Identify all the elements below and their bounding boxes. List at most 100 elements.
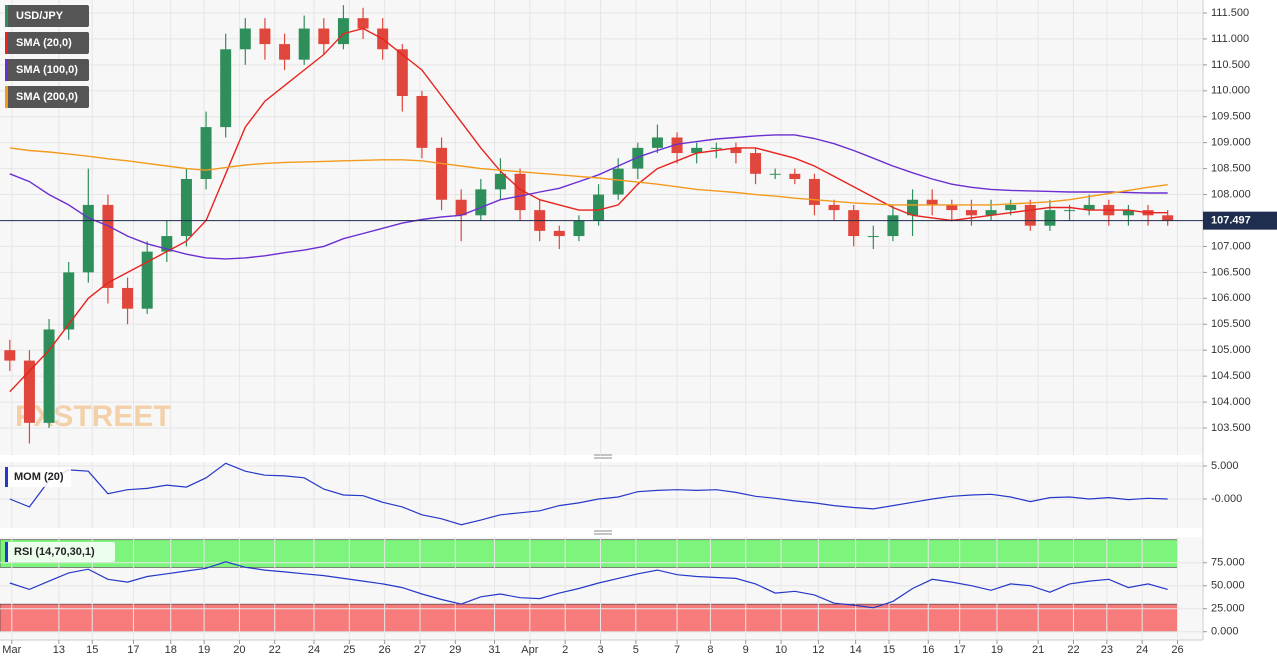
candle-body (789, 173, 801, 179)
candle-body (965, 210, 977, 216)
legend-swatch (5, 5, 8, 27)
x-tick-label: 14 (850, 644, 862, 656)
legend-item[interactable]: SMA (20,0) (5, 32, 89, 54)
candle-body (926, 199, 938, 205)
x-tick-label: 18 (165, 644, 177, 656)
candle-body (180, 178, 192, 237)
legend-label: SMA (200,0) (16, 91, 78, 103)
candle-body (573, 220, 585, 237)
x-tick-label: Mar (2, 644, 21, 656)
y-tick-label: 106.000 (1211, 292, 1251, 304)
y-tick-label: 104.500 (1211, 370, 1251, 382)
candle-body (43, 329, 55, 423)
candle-body (436, 147, 448, 200)
candle-body (808, 178, 820, 205)
candle-body (1024, 204, 1036, 226)
x-tick-label: 20 (233, 644, 245, 656)
x-tick-label: 31 (488, 644, 500, 656)
y-tick-label: 109.500 (1211, 111, 1251, 123)
candle-body (1064, 210, 1076, 212)
y-tick-label: 105.500 (1211, 318, 1251, 330)
x-tick-label: 15 (86, 644, 98, 656)
panel-handle[interactable] (594, 530, 612, 535)
sma-line (9, 27, 1168, 393)
candle-body (1122, 210, 1134, 216)
candle-body (1044, 210, 1056, 226)
mom-panel (0, 462, 1203, 528)
candle-body (1005, 204, 1017, 211)
candle-body (514, 173, 526, 211)
candle-body (102, 204, 114, 288)
candle-body (494, 173, 506, 190)
candle-body (23, 360, 35, 423)
x-tick-label: 17 (954, 644, 966, 656)
candle-body (337, 18, 349, 45)
candle-body (612, 168, 624, 195)
candle-body (357, 18, 369, 29)
candle-body (200, 127, 212, 179)
candle-body (769, 173, 781, 175)
last-price-box (1203, 211, 1277, 230)
candle-body (632, 147, 644, 169)
legend-swatch (5, 467, 8, 487)
candle-body (553, 230, 565, 237)
candle-body (730, 147, 742, 154)
y-tick-label: 107.000 (1211, 240, 1251, 252)
indicator-line (9, 561, 1168, 609)
candle-body (259, 28, 271, 45)
x-tick-label: 12 (812, 644, 824, 656)
candle-body (396, 49, 408, 96)
candle-body (828, 204, 840, 211)
legend-item[interactable]: SMA (200,0) (5, 86, 89, 108)
legend-swatch (5, 32, 8, 54)
y-tick-label: 25.000 (1211, 603, 1245, 615)
y-tick-label: 0.000 (1211, 626, 1239, 638)
y-tick-label: 111.500 (1211, 7, 1249, 19)
y-tick-label: 5.000 (1211, 460, 1239, 472)
x-tick-label: 24 (308, 644, 320, 656)
candle-body (710, 147, 722, 149)
candle-body (475, 189, 487, 216)
candle-body (279, 44, 291, 60)
candle-body (455, 199, 467, 216)
panel-handle[interactable] (594, 454, 612, 459)
y-tick-label: 103.500 (1211, 422, 1251, 434)
y-tick-label: 50.000 (1211, 580, 1245, 592)
x-tick-label: Apr (521, 644, 538, 656)
x-tick-label: 9 (743, 644, 749, 656)
y-tick-label: 108.000 (1211, 188, 1251, 200)
candle-body (750, 153, 762, 174)
x-tick-label: 23 (1101, 644, 1113, 656)
y-tick-label: 104.000 (1211, 396, 1251, 408)
candle-body (593, 194, 605, 221)
x-tick-label: 22 (269, 644, 281, 656)
indicator-legend[interactable]: RSI (14,70,30,1) (5, 542, 115, 562)
candle-body (161, 236, 173, 252)
legend-item[interactable]: USD/JPY (5, 5, 89, 27)
legend-box (5, 467, 71, 487)
x-tick-label: 10 (775, 644, 787, 656)
y-tick-label: -0.000 (1211, 493, 1242, 505)
candle-body (239, 28, 251, 50)
y-tick-label: 109.000 (1211, 137, 1251, 149)
candle-body (691, 147, 703, 154)
legend-label: RSI (14,70,30,1) (14, 546, 95, 558)
legend-label: SMA (100,0) (16, 64, 78, 76)
y-tick-label: 75.000 (1211, 557, 1245, 569)
indicator-legend[interactable]: MOM (20) (5, 467, 71, 487)
sma-line (9, 147, 1168, 206)
x-tick-label: 22 (1067, 644, 1079, 656)
candle-body (220, 49, 232, 128)
legend-item[interactable]: SMA (100,0) (5, 59, 89, 81)
candle-body (82, 204, 94, 273)
x-tick-label: 26 (379, 644, 391, 656)
y-tick-label: 105.000 (1211, 344, 1251, 356)
candle-body (122, 287, 134, 309)
legend-label: MOM (20) (14, 471, 64, 483)
legend-box (5, 542, 115, 562)
x-tick-label: 19 (198, 644, 210, 656)
last-price-label: 107.497 (1211, 215, 1251, 227)
x-tick-label: 13 (53, 644, 65, 656)
candle-body (318, 28, 330, 45)
watermark: FXSTREET (15, 400, 172, 433)
